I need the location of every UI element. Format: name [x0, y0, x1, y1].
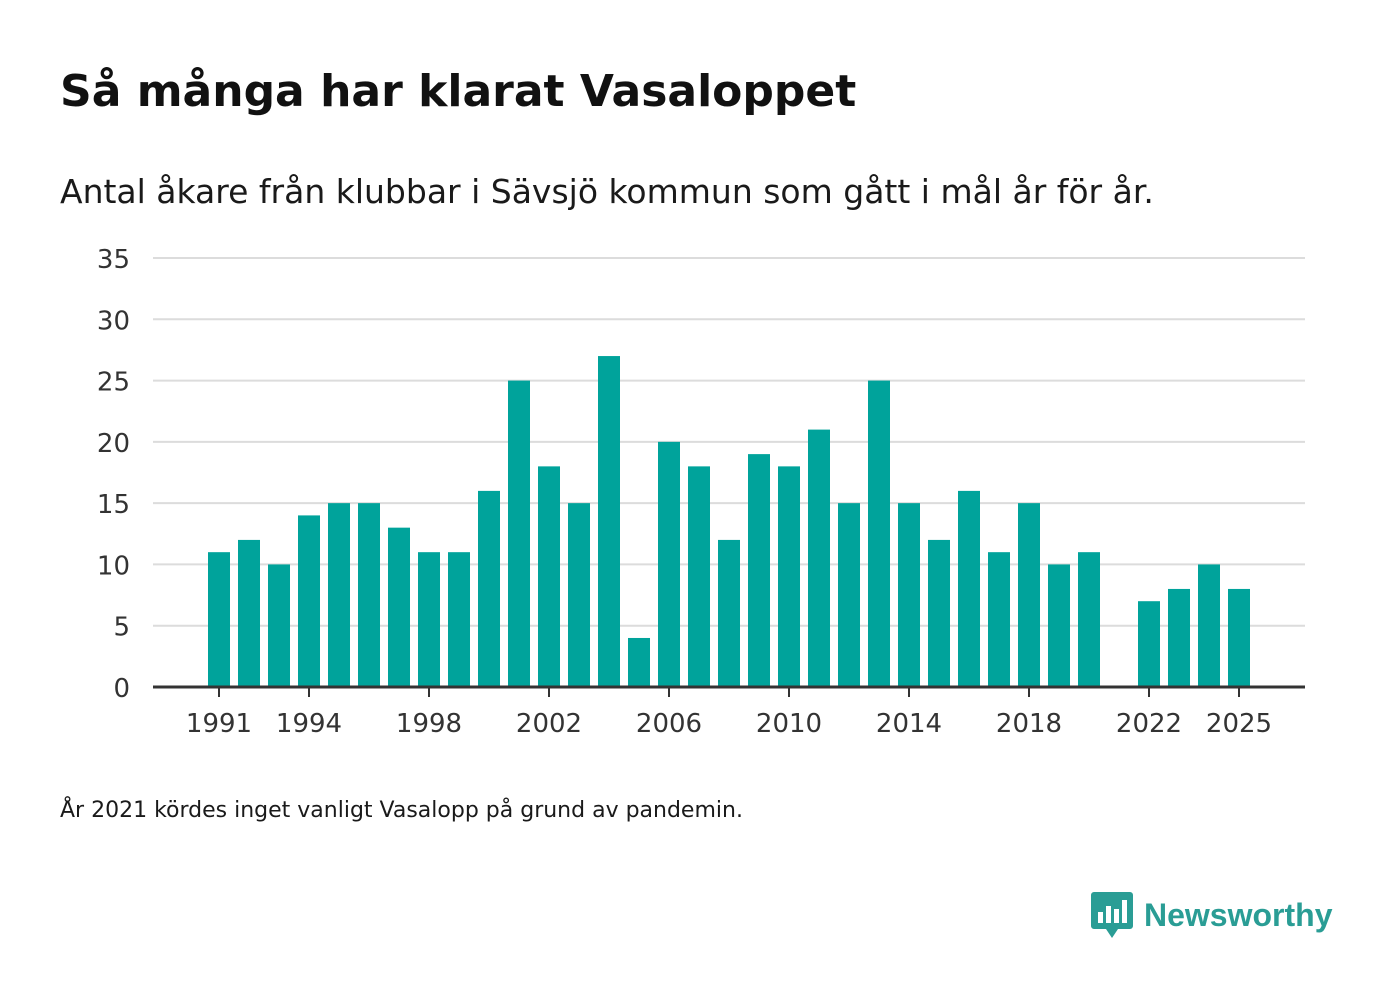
bar-2006: [658, 441, 680, 687]
bar-2009: [748, 454, 770, 687]
bar-1996: [358, 503, 380, 687]
y-tick-label: 0: [113, 674, 130, 704]
bar-2015: [928, 539, 950, 687]
bar-2020: [1078, 552, 1100, 687]
x-tick-label: 2018: [996, 709, 1062, 739]
x-tick-label: 2022: [1116, 709, 1182, 739]
bar-2017: [988, 552, 1010, 687]
bar-2014: [898, 503, 920, 687]
x-tick-label: 2025: [1206, 709, 1272, 739]
newsworthy-logo-icon: [1091, 892, 1133, 938]
bar-2013: [868, 380, 890, 687]
x-tick-label: 1994: [276, 709, 342, 739]
bar-1998: [418, 552, 440, 687]
bar-1993: [268, 564, 290, 687]
bar-2005: [628, 637, 650, 687]
brand: Newsworthy: [1090, 890, 1332, 940]
y-tick-label: 20: [97, 429, 130, 459]
bar-2022: [1138, 601, 1160, 687]
bar-2023: [1168, 588, 1190, 687]
bar-2016: [958, 490, 980, 687]
brand-name: Newsworthy: [1144, 896, 1333, 933]
bar-1997: [388, 527, 410, 687]
bar-2003: [568, 503, 590, 687]
bar-1995: [328, 503, 350, 687]
chart-subtitle: Antal åkare från klubbar i Sävsjö kommun…: [60, 172, 1154, 211]
bar-2000: [478, 490, 500, 687]
y-tick-label: 10: [97, 551, 130, 581]
bar-2018: [1018, 503, 1040, 687]
y-axis-ticks: 0 5 10 15 20 25 30 35: [97, 245, 130, 704]
bar-2012: [838, 503, 860, 687]
x-axis-ticks: 1991 1994 1998 2002 2006 2010 2014 2018 2022 2025: [153, 685, 1305, 739]
bar-2025: [1228, 588, 1250, 687]
y-tick-label: 25: [97, 368, 130, 398]
bar-2024: [1198, 564, 1220, 687]
bar-1992: [238, 539, 260, 687]
bar-2002: [538, 466, 560, 687]
bar-2008: [718, 539, 740, 687]
bar-1991: [208, 552, 230, 687]
y-tick-label: 35: [97, 245, 130, 275]
x-tick-label: 2014: [876, 709, 942, 739]
x-tick-label: 2010: [756, 709, 822, 739]
x-tick-label: 2002: [516, 709, 582, 739]
bar-2001: [508, 380, 530, 687]
bar-2011: [808, 429, 830, 687]
x-tick-label: 2006: [636, 709, 702, 739]
y-tick-label: 5: [113, 613, 130, 643]
bar-2010: [778, 466, 800, 687]
chart-title: Så många har klarat Vasaloppet: [60, 66, 857, 117]
footnote: År 2021 kördes inget vanligt Vasalopp på…: [60, 798, 743, 823]
bar-2019: [1048, 564, 1070, 687]
y-tick-label: 30: [97, 306, 130, 336]
bars: [208, 356, 1250, 687]
bar-2004: [598, 356, 620, 687]
bar-2007: [688, 466, 710, 687]
bar-1994: [298, 515, 320, 687]
x-tick-label: 1991: [186, 709, 252, 739]
x-tick-label: 1998: [396, 709, 462, 739]
bar-1999: [448, 552, 470, 687]
y-tick-label: 15: [97, 490, 130, 520]
